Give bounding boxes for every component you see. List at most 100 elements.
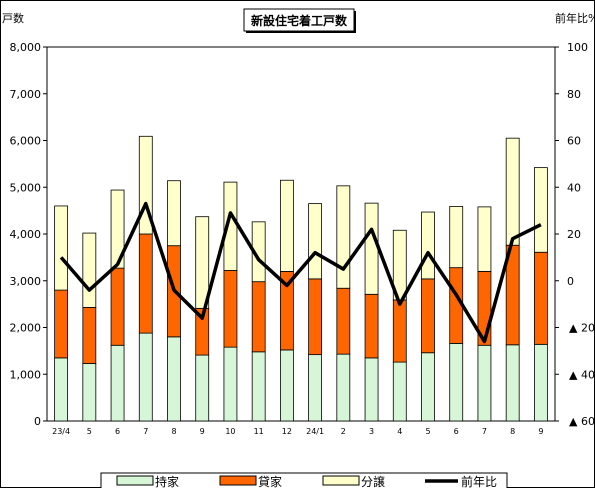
bar-segment	[421, 211, 435, 280]
bar-segment	[195, 216, 210, 309]
y-tick-label: 8,000	[10, 41, 42, 54]
x-tick-label: 7	[482, 427, 487, 436]
bar-segment	[421, 278, 435, 354]
legend: 持家 貸家 分譲 前年比	[100, 472, 508, 488]
line-layer	[59, 201, 542, 344]
bar-segment	[82, 306, 97, 364]
x-axis-labels: 23/4 5 6 7 8 9 10 11 12 24/1 2 3 4 5 6 7 8 9	[52, 427, 543, 436]
bar-segment	[54, 289, 69, 359]
x-tick-label: 9	[538, 427, 543, 436]
legend-label: 分譲	[361, 474, 385, 488]
y-axis-title: 戸数	[2, 12, 24, 25]
x-tick-label: 6	[454, 427, 459, 436]
legend-label: 貸家	[258, 474, 282, 488]
yoy-line	[59, 201, 542, 344]
legend-swatch	[322, 475, 360, 486]
y-tick-label: 0	[34, 415, 41, 428]
y-axis-ticks: 0 1,000 2,000 3,000 4,000 5,000 6,000 7,000 8,00…	[10, 41, 47, 428]
x-tick-label: 5	[87, 427, 92, 436]
y2-tick-label: 80	[567, 88, 581, 101]
bar-segment	[167, 180, 181, 247]
x-tick-label: 23/4	[52, 427, 70, 436]
chart-title: 新設住宅着工戸数	[251, 13, 348, 28]
y-tick-label: 2,000	[10, 322, 42, 335]
y2-tick-label: 40	[567, 181, 581, 194]
bar-segment	[477, 206, 492, 272]
bar-segment	[279, 349, 294, 422]
bar-segment	[54, 205, 69, 291]
bar-segment	[308, 203, 323, 280]
x-tick-label: 8	[510, 427, 515, 436]
bar-segment	[54, 357, 69, 422]
bar-segment	[505, 137, 520, 246]
y2-tick-label: 0	[567, 275, 574, 288]
bar-segment	[167, 336, 181, 422]
bar-segment	[82, 232, 97, 308]
x-tick-label: 8	[171, 427, 176, 436]
y-tick-label: 5,000	[10, 181, 42, 194]
bar-segment	[421, 352, 435, 422]
bar-segment	[336, 287, 351, 355]
bar-segment	[392, 299, 407, 363]
bar-segment	[223, 270, 238, 348]
y2-tick-label: 100	[567, 41, 588, 54]
bar-segment	[308, 278, 323, 356]
bar-segment	[364, 202, 379, 295]
bar-segment	[195, 354, 210, 422]
y2-axis-ticks: ▲ 60 ▲ 40 ▲ 20 0 20 40 60 80 100	[555, 41, 595, 428]
y2-tick-label: ▲ 40	[569, 368, 595, 381]
y2-tick-label: 20	[567, 228, 581, 241]
bar-segment	[336, 353, 351, 422]
x-tick-label: 10	[225, 427, 235, 436]
y2-tick-label: 60	[567, 135, 581, 148]
legend-label: 前年比	[461, 474, 497, 488]
bar-segment	[533, 251, 548, 345]
x-tick-label: 2	[341, 427, 346, 436]
y-tick-label: 4,000	[10, 228, 42, 241]
x-tick-label: 5	[425, 427, 430, 436]
y-tick-label: 3,000	[10, 275, 42, 288]
bar-segment	[110, 344, 125, 422]
bar-segment	[251, 351, 266, 422]
x-tick-label: 4	[397, 427, 402, 436]
bar-segment	[82, 363, 97, 422]
y2-tick-label: ▲ 20	[569, 322, 595, 335]
bar-segment	[138, 233, 153, 334]
bar-segment	[251, 281, 266, 353]
bar-segment	[477, 344, 492, 422]
bar-segment	[449, 342, 464, 422]
bar-segment	[449, 206, 464, 269]
bar-segment	[308, 354, 323, 422]
bar-segment	[533, 167, 548, 253]
legend-swatch	[219, 475, 257, 486]
x-tick-label: 11	[254, 427, 264, 436]
y-tick-label: 1,000	[10, 368, 42, 381]
x-tick-label: 24/1	[306, 427, 324, 436]
bar-segment	[364, 293, 379, 359]
x-tick-label: 12	[282, 427, 292, 436]
y-tick-label: 6,000	[10, 135, 42, 148]
y2-axis-title: 前年比%	[555, 11, 595, 25]
x-tick-label: 9	[200, 427, 205, 436]
legend-swatch	[116, 475, 154, 486]
bar-segment	[110, 189, 125, 269]
y-tick-label: 7,000	[10, 88, 42, 101]
bar-segment	[336, 185, 351, 289]
bar-segment	[110, 267, 125, 346]
bars-group	[54, 135, 548, 422]
x-tick-label: 7	[143, 427, 148, 436]
x-tick-label: 6	[115, 427, 120, 436]
bar-segment	[533, 343, 548, 422]
bar-segment	[364, 357, 379, 422]
bar-segment	[138, 332, 153, 422]
bar-segment	[505, 344, 520, 422]
bar-segment	[223, 346, 238, 422]
bar-segment	[392, 361, 407, 422]
y2-tick-label: ▲ 60	[569, 415, 595, 428]
x-tick-label: 3	[369, 427, 374, 436]
bar-segment	[279, 179, 294, 272]
legend-label: 持家	[155, 474, 179, 488]
legend-box	[100, 472, 508, 488]
